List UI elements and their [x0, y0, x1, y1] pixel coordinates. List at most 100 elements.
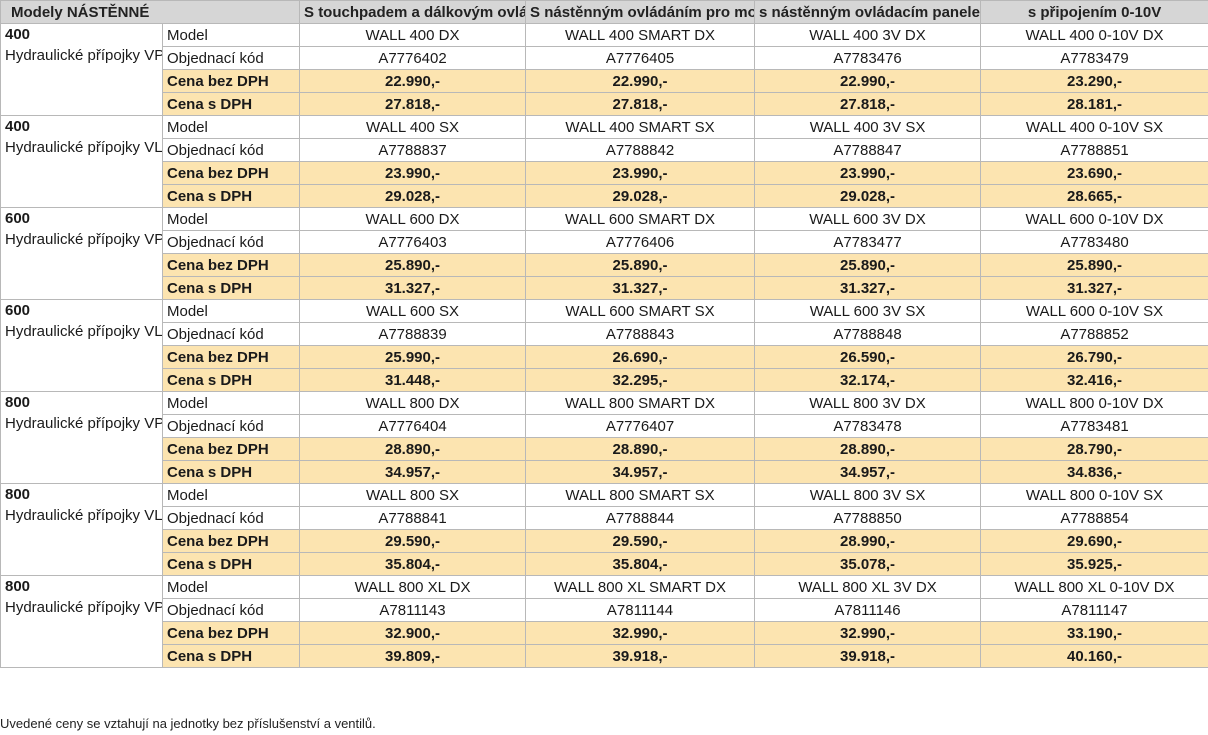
- table-cell: 32.990,-: [754, 621, 982, 645]
- table-cell: 34.957,-: [299, 460, 527, 484]
- table-cell: 35.804,-: [525, 552, 756, 576]
- table-cell: A7788847: [754, 138, 982, 162]
- table-cell: 40.160,-: [980, 644, 1208, 668]
- code-row: Objednací kód A7788839 A7788843 A7788848 A77…: [1, 322, 1208, 346]
- net-price-row: Cena bez DPH 28.890,- 28.890,- 28.890,- 28.7…: [1, 437, 1208, 461]
- group-label: 800 Hydraulické přípojky VPRAVO: [0, 575, 163, 668]
- code-row: Objednací kód A7776404 A7776407 A7783478 A77…: [1, 414, 1208, 438]
- table-cell: A7783479: [980, 46, 1208, 70]
- code-row: Objednací kód A7788837 A7788842 A7788847 A77…: [1, 138, 1208, 162]
- table-cell: 26.790,-: [980, 345, 1208, 369]
- table-cell: 32.416,-: [980, 368, 1208, 392]
- gross-price-row: Cena s DPH 39.809,- 39.918,- 39.918,- 40.160…: [1, 644, 1208, 668]
- group-description: Hydraulické přípojky VPRAVO: [5, 231, 162, 248]
- table-cell: WALL 400 0-10V DX: [980, 23, 1208, 47]
- table-cell: 28.890,-: [754, 437, 982, 461]
- table-cell: 31.327,-: [299, 276, 527, 300]
- row-label: Objednací kód: [161, 414, 301, 438]
- code-row: Objednací kód A7788841 A7788844 A7788850 A77…: [1, 506, 1208, 530]
- row-label: Cena bez DPH: [161, 161, 301, 185]
- table-cell: A7788842: [525, 138, 756, 162]
- group-size: 600: [5, 302, 31, 319]
- table-cell: WALL 800 SMART DX: [525, 391, 756, 415]
- table-cell: A7776405: [525, 46, 756, 70]
- table-cell: 29.690,-: [980, 529, 1208, 553]
- table-cell: WALL 600 3V SX: [754, 299, 982, 323]
- row-label: Model: [161, 483, 301, 507]
- table-cell: WALL 800 XL DX: [299, 575, 527, 599]
- group-size: 600: [5, 210, 31, 227]
- group-size: 800: [5, 486, 31, 503]
- table-cell: WALL 400 3V SX: [754, 115, 982, 139]
- table-cell: 25.890,-: [525, 253, 756, 277]
- table-cell: WALL 800 SMART SX: [525, 483, 756, 507]
- table-cell: 28.890,-: [299, 437, 527, 461]
- table-header-row: Modely NÁSTĚNNÉ S touchpadem a dálkovým …: [0, 0, 1208, 24]
- table-cell: WALL 600 SX: [299, 299, 527, 323]
- header-col-modulated: S nástěnným ovládáním pro modulované otá…: [525, 0, 756, 24]
- price-table: Modely NÁSTĚNNÉ S touchpadem a dálkovým …: [0, 0, 1208, 668]
- table-cell: WALL 400 3V DX: [754, 23, 982, 47]
- table-cell: A7783476: [754, 46, 982, 70]
- table-cell: WALL 400 SMART DX: [525, 23, 756, 47]
- row-label: Cena bez DPH: [161, 345, 301, 369]
- table-cell: A7776404: [299, 414, 527, 438]
- row-label: Cena s DPH: [161, 460, 301, 484]
- table-cell: 31.327,-: [754, 276, 982, 300]
- row-label: Cena bez DPH: [161, 621, 301, 645]
- table-cell: 28.790,-: [980, 437, 1208, 461]
- table-cell: 23.990,-: [754, 161, 982, 185]
- group-label: 600 Hydraulické přípojky VLEVO: [0, 299, 163, 392]
- table-cell: WALL 600 SMART DX: [525, 207, 756, 231]
- table-cell: WALL 600 0-10V SX: [980, 299, 1208, 323]
- table-cell: WALL 400 0-10V SX: [980, 115, 1208, 139]
- group-description: Hydraulické přípojky VPRAVO: [5, 599, 162, 616]
- row-label: Cena bez DPH: [161, 529, 301, 553]
- table-cell: A7783481: [980, 414, 1208, 438]
- gross-price-row: Cena s DPH 35.804,- 35.804,- 35.078,- 35.925…: [1, 552, 1208, 576]
- table-cell: A7811144: [525, 598, 756, 622]
- group-description: Hydraulické přípojky VLEVO: [5, 323, 163, 340]
- table-cell: 28.890,-: [525, 437, 756, 461]
- header-corner: Modely NÁSTĚNNÉ: [0, 0, 301, 24]
- row-label: Cena bez DPH: [161, 253, 301, 277]
- table-cell: 25.890,-: [754, 253, 982, 277]
- table-cell: WALL 800 0-10V SX: [980, 483, 1208, 507]
- table-cell: A7776402: [299, 46, 527, 70]
- table-cell: 31.448,-: [299, 368, 527, 392]
- table-cell: 23.990,-: [525, 161, 756, 185]
- table-cell: A7788844: [525, 506, 756, 530]
- row-label: Cena s DPH: [161, 644, 301, 668]
- header-col-touchpad: S touchpadem a dálkovým ovládáním: [299, 0, 527, 24]
- row-label: Model: [161, 299, 301, 323]
- table-cell: 29.590,-: [299, 529, 527, 553]
- table-cell: A7788850: [754, 506, 982, 530]
- table-cell: 25.890,-: [980, 253, 1208, 277]
- gross-price-row: Cena s DPH 27.818,- 27.818,- 27.818,- 28.181…: [1, 92, 1208, 116]
- net-price-row: Cena bez DPH 25.890,- 25.890,- 25.890,- 25.8…: [1, 253, 1208, 277]
- table-cell: 39.809,-: [299, 644, 527, 668]
- header-col-0-10v: s připojením 0-10V: [980, 0, 1208, 24]
- table-cell: A7788851: [980, 138, 1208, 162]
- table-cell: WALL 600 3V DX: [754, 207, 982, 231]
- row-label: Objednací kód: [161, 230, 301, 254]
- gross-price-row: Cena s DPH 31.448,- 32.295,- 32.174,- 32.416…: [1, 368, 1208, 392]
- table-cell: 34.957,-: [754, 460, 982, 484]
- group-size: 800: [5, 578, 31, 595]
- net-price-row: Cena bez DPH 25.990,- 26.690,- 26.590,- 26.7…: [1, 345, 1208, 369]
- net-price-row: Cena bez DPH 22.990,- 22.990,- 22.990,- 23.2…: [1, 69, 1208, 93]
- code-row: Objednací kód A7776402 A7776405 A7783476 A77…: [1, 46, 1208, 70]
- group-size: 400: [5, 118, 31, 135]
- table-cell: WALL 800 SX: [299, 483, 527, 507]
- table-cell: WALL 400 DX: [299, 23, 527, 47]
- row-label: Model: [161, 115, 301, 139]
- net-price-row: Cena bez DPH 29.590,- 29.590,- 28.990,- 29.6…: [1, 529, 1208, 553]
- group-label: 800 Hydraulické přípojky VPRAVO: [0, 391, 163, 484]
- row-label: Cena s DPH: [161, 92, 301, 116]
- table-cell: 28.990,-: [754, 529, 982, 553]
